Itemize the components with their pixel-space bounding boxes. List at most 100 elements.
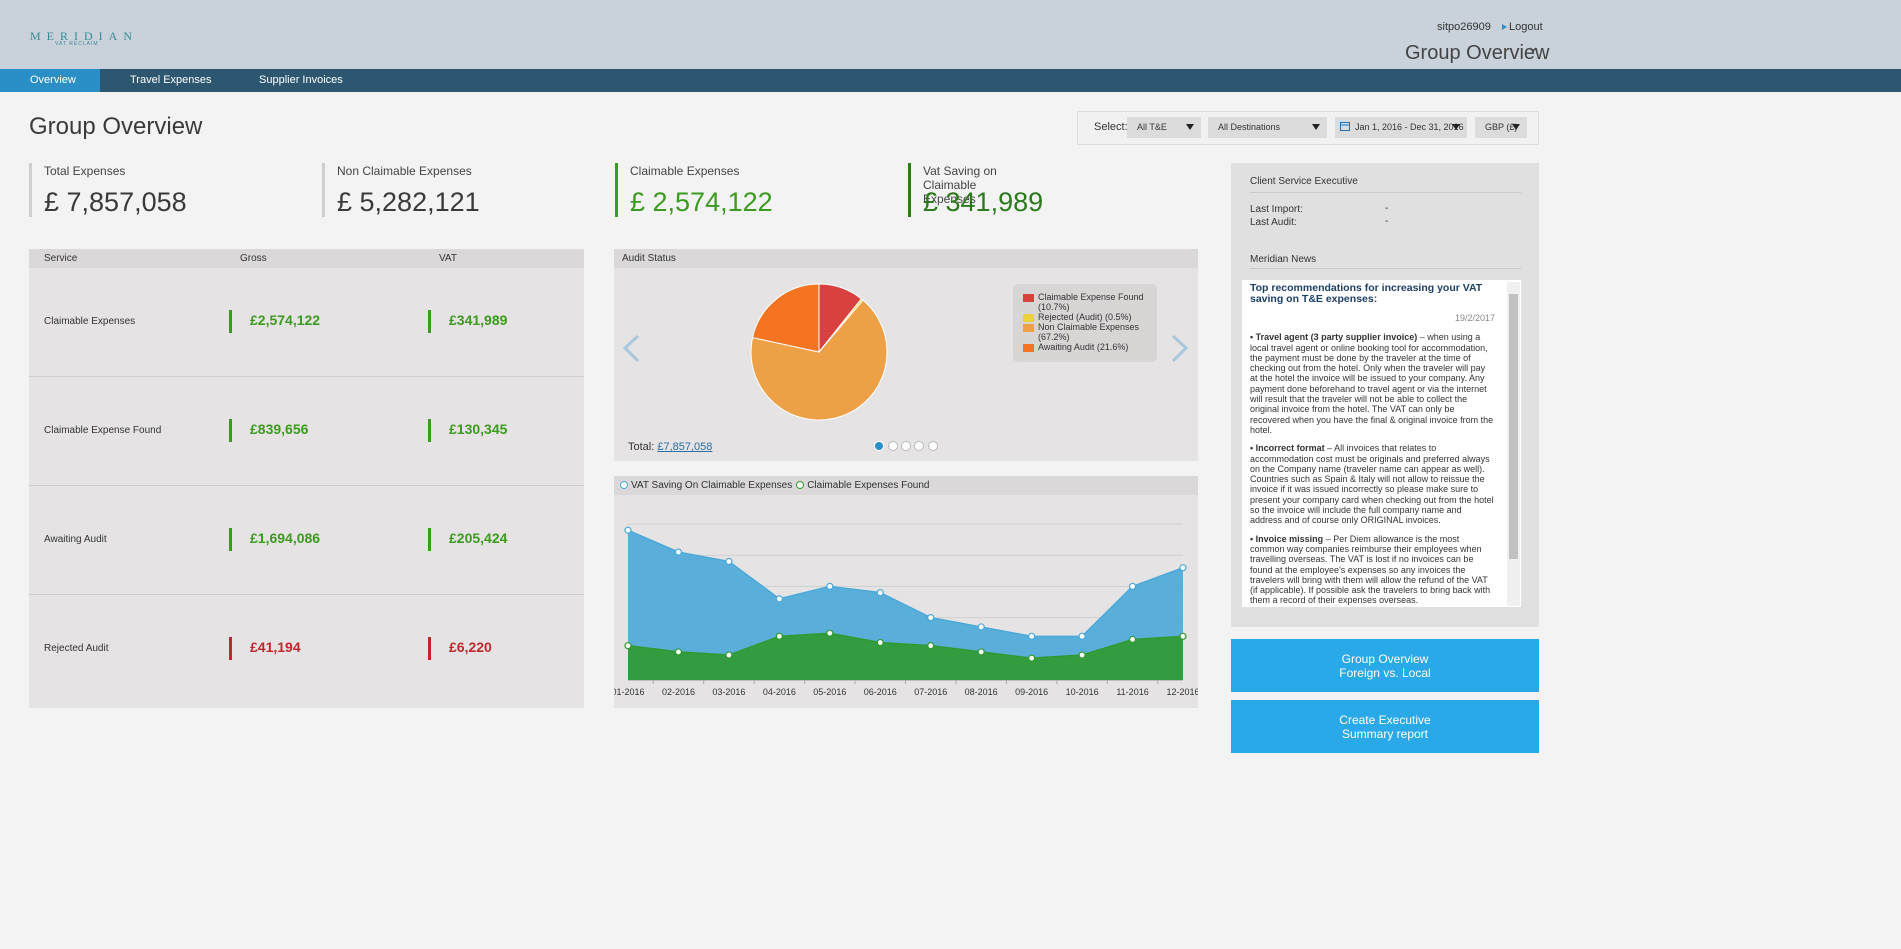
pie-chart bbox=[622, 283, 1189, 451]
nav-tab[interactable]: Supplier Invoices bbox=[259, 74, 343, 86]
title-chevron[interactable] bbox=[1529, 46, 1539, 54]
data-point bbox=[624, 526, 632, 534]
action-button[interactable]: Group Overview Foreign vs. Local bbox=[1231, 639, 1539, 692]
news-paragraph: • Invoice missing – Per Diem allowance i… bbox=[1250, 534, 1495, 606]
scrollbar[interactable] bbox=[1507, 282, 1520, 606]
legend-item[interactable]: Claimable Expenses Found bbox=[796, 480, 930, 491]
x-tick-label: 05-2016 bbox=[813, 687, 846, 697]
data-point bbox=[1078, 632, 1086, 640]
news-text: – Per Diem allowance is the most common … bbox=[1250, 533, 1491, 606]
data-point bbox=[624, 642, 632, 650]
nav-tab[interactable]: Overview bbox=[0, 69, 100, 92]
header: MERIDIAN VAT RECLAIM sitpo26909 Logout G… bbox=[0, 0, 1901, 69]
service-name: Claimable Expense Found bbox=[44, 425, 162, 436]
table-header: Service Gross VAT bbox=[29, 249, 584, 268]
page-dot[interactable] bbox=[874, 441, 884, 451]
news-date: 19/2/2017 bbox=[1454, 313, 1495, 323]
page-dot[interactable] bbox=[928, 441, 938, 451]
x-tick-label: 12-2016 bbox=[1166, 687, 1198, 697]
service-name: Awaiting Audit bbox=[44, 534, 107, 545]
calendar-icon bbox=[1340, 122, 1350, 131]
user-name[interactable]: sitpo26909 bbox=[1437, 21, 1491, 33]
column-header: Service bbox=[44, 253, 78, 264]
page-dot[interactable] bbox=[914, 441, 924, 451]
legend-swatch bbox=[1023, 314, 1034, 322]
nav-tab[interactable]: Travel Expenses bbox=[130, 74, 212, 86]
button-label: Create Executive bbox=[1339, 713, 1431, 727]
legend-label: Claimable Expenses Found bbox=[807, 480, 930, 491]
x-tick-label: 08-2016 bbox=[965, 687, 998, 697]
logo-sub: VAT RECLAIM bbox=[55, 41, 99, 47]
kpi-card: Claimable Expenses £ 2,574,122 bbox=[615, 163, 895, 217]
data-point bbox=[826, 582, 834, 591]
scroll-thumb[interactable] bbox=[1509, 294, 1518, 559]
kpi-label: Vat Saving on Claimable Expenses bbox=[923, 164, 997, 206]
data-point bbox=[674, 548, 683, 556]
kpi-value: £ 341,989 bbox=[923, 187, 1044, 217]
legend-item[interactable]: VAT Saving On Claimable Expenses bbox=[620, 480, 792, 491]
pie-total: Total: £7,857,058 bbox=[628, 441, 712, 453]
data-point bbox=[876, 589, 884, 597]
service-value: £6,220 bbox=[449, 639, 492, 655]
nav-bar: Overview Travel Expenses Supplier Invoic… bbox=[0, 69, 1901, 92]
kpi-card: Total Expenses £ 7,857,058 bbox=[29, 163, 309, 217]
x-tick-label: 02-2016 bbox=[662, 687, 695, 697]
legend-marker bbox=[620, 481, 628, 489]
legend-swatch bbox=[1023, 294, 1034, 302]
legend-item: Non Claimable Expenses (67.2%) bbox=[1023, 322, 1149, 342]
data-point bbox=[674, 648, 683, 656]
value-bar bbox=[428, 637, 431, 660]
news-box: Top recommendations for increasing your … bbox=[1242, 280, 1521, 607]
divider bbox=[1250, 192, 1521, 193]
data-point bbox=[775, 595, 783, 603]
prev-arrow[interactable] bbox=[622, 334, 640, 363]
action-button[interactable]: Create Executive Summary report bbox=[1231, 700, 1539, 753]
page-dot[interactable] bbox=[901, 441, 911, 451]
total-link[interactable]: £7,857,058 bbox=[657, 441, 713, 453]
info-value: - bbox=[1385, 216, 1389, 227]
x-tick-label: 04-2016 bbox=[763, 687, 796, 697]
news-text: – All invoices that relates to accommoda… bbox=[1250, 443, 1494, 526]
button-label: Group Overview bbox=[1341, 652, 1429, 666]
legend-label: Rejected (Audit) bbox=[1038, 312, 1103, 322]
area-chart: 01-2016 02-2016 03-2016 04-2016 05-2016 06-20… bbox=[614, 523, 1198, 697]
service-value: £839,656 bbox=[250, 421, 309, 437]
pie-legend: Claimable Expense Found (10.7%) Rejected … bbox=[1013, 284, 1157, 362]
column-header: VAT bbox=[439, 253, 457, 264]
data-point bbox=[1028, 632, 1036, 640]
page-dot[interactable] bbox=[888, 441, 898, 451]
service-value: £205,424 bbox=[449, 530, 508, 546]
area-line bbox=[627, 632, 1184, 659]
service-value: £2,574,122 bbox=[250, 312, 321, 328]
info-label: Last Import: bbox=[1250, 204, 1303, 215]
data-point bbox=[977, 623, 985, 631]
column-header: Gross bbox=[240, 253, 267, 264]
data-point bbox=[1128, 582, 1137, 591]
page-heading: Group Overview bbox=[29, 113, 203, 140]
news-lead: • Incorrect format bbox=[1250, 443, 1325, 454]
button-label: Foreign vs. Local bbox=[1339, 666, 1431, 680]
legend-value: (67.2%) bbox=[1038, 332, 1070, 342]
date-select[interactable]: Jan 1, 2016 - Dec 31, 2016 bbox=[1335, 117, 1467, 138]
value-bar bbox=[428, 419, 431, 442]
logo[interactable]: MERIDIAN bbox=[30, 29, 138, 43]
next-arrow[interactable] bbox=[1171, 334, 1189, 363]
data-point bbox=[1179, 632, 1187, 640]
currency-select[interactable]: GBP (£) bbox=[1475, 117, 1527, 138]
logout-link[interactable]: Logout bbox=[1509, 21, 1543, 33]
legend-label: Awaiting Audit bbox=[1038, 342, 1095, 352]
service-name: Rejected Audit bbox=[44, 643, 109, 654]
kpi-label: Non Claimable Expenses bbox=[337, 164, 472, 178]
legend-label: Claimable Expense Found bbox=[1038, 292, 1144, 302]
value-bar bbox=[229, 419, 232, 442]
filter-select[interactable]: All T&E bbox=[1127, 117, 1201, 138]
table-row: Awaiting Audit £1,694,086 £205,424 bbox=[29, 486, 584, 595]
legend-swatch bbox=[1023, 344, 1034, 352]
filter-select[interactable]: All Destinations bbox=[1208, 117, 1327, 138]
button-label: Summary report bbox=[1341, 727, 1429, 741]
service-value: £130,345 bbox=[449, 421, 508, 437]
value-bar bbox=[229, 528, 232, 551]
header-title[interactable]: Group Overview bbox=[1405, 42, 1550, 64]
news-paragraph: • Travel agent (3 party supplier invoice… bbox=[1250, 332, 1495, 435]
